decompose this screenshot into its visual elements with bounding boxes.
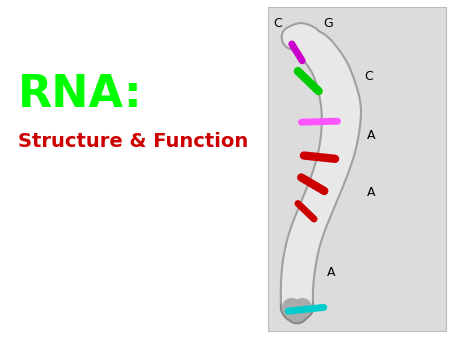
Text: A: A <box>367 186 375 199</box>
Text: A: A <box>327 266 335 279</box>
Text: G: G <box>324 17 333 30</box>
Text: RNA:: RNA: <box>18 73 143 116</box>
Text: A: A <box>367 129 375 142</box>
Text: C: C <box>364 70 373 82</box>
FancyBboxPatch shape <box>268 7 446 331</box>
Text: C: C <box>274 17 283 30</box>
Text: Structure & Function: Structure & Function <box>18 132 248 151</box>
